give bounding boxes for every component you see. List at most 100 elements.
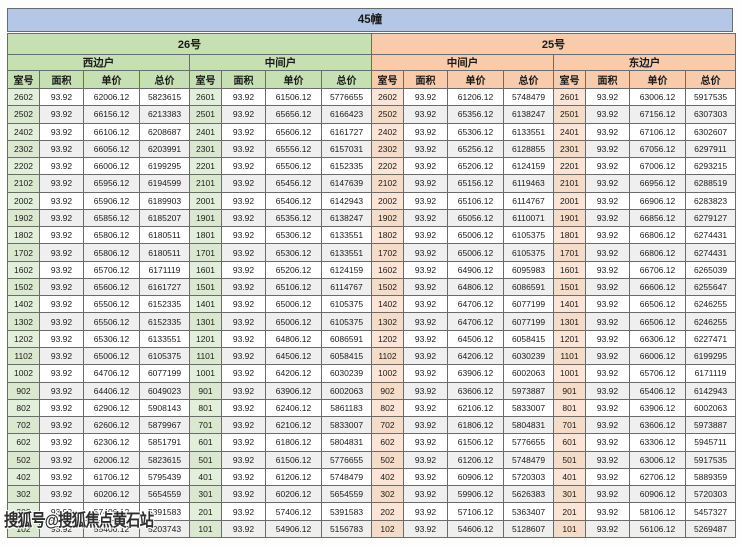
cell-area: 93.92 [403, 277, 448, 297]
cell-total-price: 6124159 [503, 157, 554, 176]
cell-room: 801 [553, 398, 586, 418]
col-header-unit-price: 单价 [265, 70, 322, 89]
cell-room: 2202 [371, 157, 404, 176]
cell-room: 1502 [7, 277, 40, 297]
cell-room: 2401 [189, 122, 222, 141]
cell-total-price: 6142943 [685, 381, 736, 400]
cell-unit-price: 65556.12 [265, 139, 322, 159]
cell-unit-price: 65006.12 [447, 226, 504, 245]
cell-unit-price: 65456.12 [265, 174, 322, 193]
cell-area: 93.92 [403, 191, 448, 210]
cell-unit-price: 66856.12 [629, 208, 686, 228]
cell-room: 1302 [7, 312, 40, 331]
cell-room: 2501 [189, 105, 222, 124]
cell-room: 1902 [7, 208, 40, 228]
cell-unit-price: 60906.12 [629, 485, 686, 504]
cell-unit-price: 62006.12 [83, 450, 140, 469]
cell-unit-price: 61506.12 [265, 87, 322, 107]
cell-total-price: 6002063 [321, 381, 372, 400]
cell-area: 93.92 [221, 208, 266, 228]
unit-type-header-row: 西边户 中间户 中间户 东边户 [7, 54, 736, 71]
cell-total-price: 6124159 [321, 260, 372, 279]
cell-room: 2502 [371, 105, 404, 124]
cell-area: 93.92 [585, 433, 630, 452]
table-row: 1502 93.92 65606.12 6161727 1501 93.92 65106.1… [7, 277, 736, 297]
cell-area: 93.92 [221, 450, 266, 469]
cell-total-price: 6133551 [139, 329, 190, 348]
cell-total-price: 6274431 [685, 226, 736, 245]
column-header-row: 室号 面积 单价 总价 室号 面积 单价 总价 室号 面积 单价 总价 室号 面… [7, 70, 736, 89]
table-body: 2602 93.92 62006.12 5823615 2601 93.92 61506.1… [7, 87, 736, 538]
cell-unit-price: 63006.12 [629, 450, 686, 469]
cell-room: 901 [189, 381, 222, 400]
cell-room: 802 [371, 398, 404, 418]
cell-unit-price: 66006.12 [629, 346, 686, 366]
cell-unit-price: 66156.12 [83, 105, 140, 124]
building-26-header: 26号 [7, 33, 372, 55]
cell-total-price: 6058415 [503, 329, 554, 348]
cell-area: 93.92 [403, 467, 448, 487]
cell-room: 402 [371, 467, 404, 487]
cell-area: 93.92 [585, 450, 630, 469]
cell-unit-price: 64806.12 [265, 329, 322, 348]
col-header-room: 室号 [189, 70, 222, 89]
cell-area: 93.92 [221, 122, 266, 141]
cell-unit-price: 65506.12 [83, 312, 140, 331]
cell-total-price: 6171119 [685, 364, 736, 383]
cell-total-price: 5748479 [321, 467, 372, 487]
table-row: 1202 93.92 65306.12 6133551 1201 93.92 64806.1… [7, 329, 736, 348]
cell-room: 2602 [7, 87, 40, 107]
cell-unit-price: 60206.12 [265, 485, 322, 504]
cell-room: 2301 [189, 139, 222, 159]
cell-area: 93.92 [585, 346, 630, 366]
cell-unit-price: 67056.12 [629, 139, 686, 159]
cell-total-price: 6189903 [139, 191, 190, 210]
cell-room: 1901 [189, 208, 222, 228]
cell-area: 93.92 [39, 105, 84, 124]
cell-area: 93.92 [585, 467, 630, 487]
col-header-total-price: 总价 [685, 70, 736, 89]
cell-total-price: 6077199 [139, 364, 190, 383]
cell-room: 2402 [371, 122, 404, 141]
cell-area: 93.92 [403, 433, 448, 452]
cell-total-price: 5626383 [503, 485, 554, 504]
cell-unit-price: 64706.12 [83, 364, 140, 383]
cell-room: 2201 [189, 157, 222, 176]
cell-unit-price: 60906.12 [447, 467, 504, 487]
table-row: 502 93.92 62006.12 5823615 501 93.92 61506.12 5… [7, 450, 736, 469]
table-row: 802 93.92 62906.12 5908143 801 93.92 62406.12 5… [7, 398, 736, 418]
cell-room: 2101 [553, 174, 586, 193]
cell-area: 93.92 [39, 277, 84, 297]
sohu-watermark: 搜狐号@搜狐焦点黄石站 [4, 511, 154, 530]
cell-area: 93.92 [39, 295, 84, 314]
cell-total-price: 6152335 [321, 157, 372, 176]
cell-room: 1002 [371, 364, 404, 383]
cell-unit-price: 62006.12 [83, 87, 140, 107]
cell-room: 1602 [371, 260, 404, 279]
cell-total-price: 5889359 [685, 467, 736, 487]
cell-room: 1402 [7, 295, 40, 314]
cell-room: 2101 [189, 174, 222, 193]
cell-unit-price: 65806.12 [83, 226, 140, 245]
cell-area: 93.92 [585, 485, 630, 504]
cell-room: 1101 [553, 346, 586, 366]
cell-total-price: 6161727 [139, 277, 190, 297]
cell-area: 93.92 [585, 502, 630, 521]
cell-total-price: 6002063 [503, 364, 554, 383]
cell-room: 1802 [7, 226, 40, 245]
cell-room: 302 [7, 485, 40, 504]
cell-unit-price: 66706.12 [629, 260, 686, 279]
cell-room: 1901 [553, 208, 586, 228]
cell-room: 1401 [553, 295, 586, 314]
cell-room: 1101 [189, 346, 222, 366]
cell-room: 2401 [553, 122, 586, 141]
cell-room: 202 [7, 502, 40, 521]
cell-area: 93.92 [221, 485, 266, 504]
cell-room: 1301 [553, 312, 586, 331]
cell-unit-price: 65006.12 [447, 243, 504, 262]
cell-area: 93.92 [221, 87, 266, 107]
cell-room: 202 [371, 502, 404, 521]
cell-total-price: 5973887 [685, 416, 736, 435]
cell-area: 93.92 [585, 226, 630, 245]
cell-unit-price: 64706.12 [447, 312, 504, 331]
